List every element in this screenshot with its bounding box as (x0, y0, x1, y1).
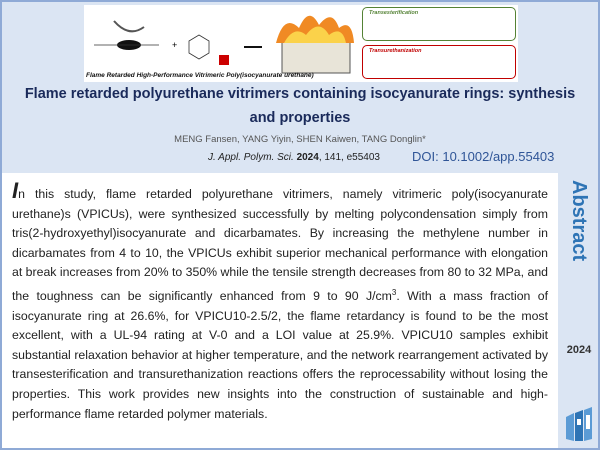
abstract-label: Abstract (568, 180, 590, 262)
abstract-text: In this study, flame retarded polyuretha… (12, 180, 548, 424)
citation-year: 2024 (296, 152, 319, 163)
graphical-abstract: + Flame Retarded High-Performance Vitrim… (84, 5, 518, 82)
abstract-panel (2, 173, 558, 448)
abstract-part-2: . With a mass fraction of isocyanurate r… (12, 289, 548, 421)
transesterification-box: Transesterification (362, 7, 516, 41)
authors: MENG Fansen, YANG Yiyin, SHEN Kaiwen, TA… (174, 134, 426, 145)
paper-title: Flame retarded polyurethane vitrimers co… (24, 86, 576, 126)
graphic-caption: Flame Retarded High-Performance Vitrimer… (86, 72, 314, 79)
citation: J. Appl. Polym. Sci. 2024, 141, e55403 (208, 152, 380, 163)
citation-volume: , 141, e55403 (318, 152, 380, 163)
sidebar-year: 2024 (566, 344, 592, 356)
transesterification-label: Transesterification (369, 10, 419, 16)
drop-cap: I (12, 178, 19, 203)
publisher-logo-icon (566, 407, 592, 441)
abstract-part-1: n this study, flame retarded polyurethan… (12, 187, 548, 304)
transurethanization-box: Transurethanization (362, 45, 516, 79)
transurethanization-label: Transurethanization (369, 48, 422, 54)
svg-text:+: + (172, 40, 177, 50)
doi-link[interactable]: DOI: 10.1002/app.55403 (412, 149, 555, 164)
journal: J. Appl. Polym. Sci. (208, 152, 294, 163)
reaction-scheme-icon: + (94, 15, 354, 74)
superscript: 3 (391, 287, 397, 297)
